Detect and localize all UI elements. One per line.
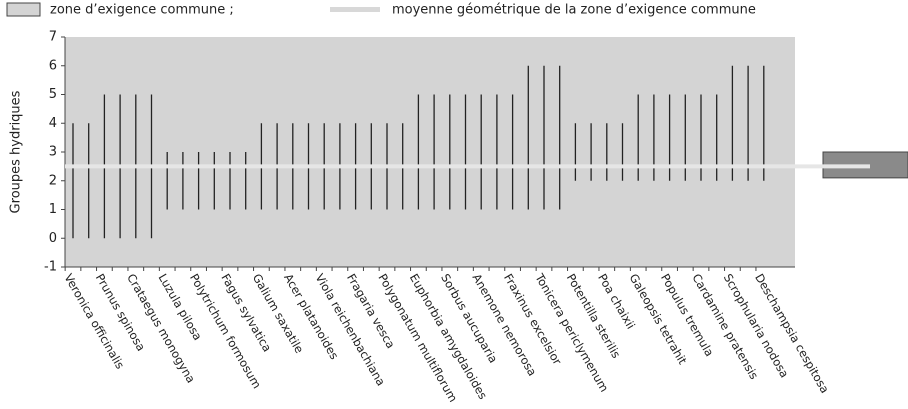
legend-mean: moyenne géométrique de la zone d’exigenc… [392, 3, 756, 18]
plot-background [65, 37, 795, 267]
x-tick-label: Veronica officinalis [61, 271, 127, 371]
legend-zone: zone d’exigence commune ; [50, 3, 234, 18]
legend-zone-swatch [6, 2, 41, 17]
y-tick-label: 2 [49, 173, 57, 188]
y-tick-label: 4 [49, 116, 57, 131]
y-tick-label: 0 [49, 231, 57, 246]
y-tick-label: 5 [49, 87, 57, 102]
y-tick-label: 6 [49, 58, 57, 73]
y-tick-label: 7 [49, 30, 57, 45]
x-tick-label: Sorbus aucuparia [438, 271, 500, 365]
y-tick-label: -1 [44, 260, 57, 275]
y-axis-label: Groupes hydriques [9, 90, 24, 213]
y-tick-label: 1 [49, 202, 57, 217]
y-tick-label: 3 [49, 145, 57, 160]
legend-mean-swatch [330, 7, 380, 12]
